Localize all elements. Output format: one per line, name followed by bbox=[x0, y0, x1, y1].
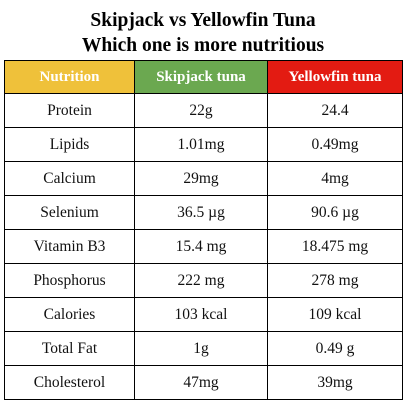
yellowfin-value: 4mg bbox=[267, 161, 403, 196]
skipjack-value: 1.01mg bbox=[134, 127, 268, 162]
table-row: Phosphorus 222 mg 278 mg bbox=[4, 263, 403, 298]
header-yellowfin-tuna: Yellowfin tuna bbox=[267, 60, 403, 94]
table-row: Lipids 1.01mg 0.49mg bbox=[4, 127, 403, 162]
table-row: Cholesterol 47mg 39mg bbox=[4, 365, 403, 400]
nutrient-name: Selenium bbox=[4, 195, 135, 230]
yellowfin-value: 24.4 bbox=[267, 93, 403, 128]
skipjack-value: 103 kcal bbox=[134, 297, 268, 332]
skipjack-value: 15.4 mg bbox=[134, 229, 268, 264]
skipjack-value: 29mg bbox=[134, 161, 268, 196]
page-title: Skipjack vs Yellowfin Tuna Which one is … bbox=[0, 8, 406, 58]
nutrient-name: Calcium bbox=[4, 161, 135, 196]
yellowfin-value: 109 kcal bbox=[267, 297, 403, 332]
yellowfin-value: 39mg bbox=[267, 365, 403, 400]
yellowfin-value: 0.49mg bbox=[267, 127, 403, 162]
nutrient-name: Phosphorus bbox=[4, 263, 135, 298]
header-skipjack-tuna: Skipjack tuna bbox=[134, 60, 268, 94]
nutrient-name: Calories bbox=[4, 297, 135, 332]
table-row: Total Fat 1g 0.49 g bbox=[4, 331, 403, 366]
yellowfin-value: 278 mg bbox=[267, 263, 403, 298]
table-row: Protein 22g 24.4 bbox=[4, 93, 403, 128]
yellowfin-value: 18.475 mg bbox=[267, 229, 403, 264]
nutrient-name: Vitamin B3 bbox=[4, 229, 135, 264]
table-row: Vitamin B3 15.4 mg 18.475 mg bbox=[4, 229, 403, 264]
skipjack-value: 1g bbox=[134, 331, 268, 366]
skipjack-value: 36.5 µg bbox=[134, 195, 268, 230]
table-row: Selenium 36.5 µg 90.6 µg bbox=[4, 195, 403, 230]
nutrient-name: Lipids bbox=[4, 127, 135, 162]
table-row: Calories 103 kcal 109 kcal bbox=[4, 297, 403, 332]
nutrient-name: Protein bbox=[4, 93, 135, 128]
skipjack-value: 222 mg bbox=[134, 263, 268, 298]
table-row: Calcium 29mg 4mg bbox=[4, 161, 403, 196]
header-nutrition: Nutrition bbox=[4, 60, 135, 94]
title-line-2: Which one is more nutritious bbox=[81, 35, 325, 56]
yellowfin-value: 0.49 g bbox=[267, 331, 403, 366]
nutrient-name: Cholesterol bbox=[4, 365, 135, 400]
skipjack-value: 22g bbox=[134, 93, 268, 128]
yellowfin-value: 90.6 µg bbox=[267, 195, 403, 230]
skipjack-value: 47mg bbox=[134, 365, 268, 400]
title-line-1: Skipjack vs Yellowfin Tuna bbox=[90, 10, 316, 31]
table-header-row: Nutrition Skipjack tuna Yellowfin tuna bbox=[4, 60, 403, 94]
nutrition-comparison-table: Nutrition Skipjack tuna Yellowfin tuna P… bbox=[4, 60, 403, 400]
nutrient-name: Total Fat bbox=[4, 331, 135, 366]
